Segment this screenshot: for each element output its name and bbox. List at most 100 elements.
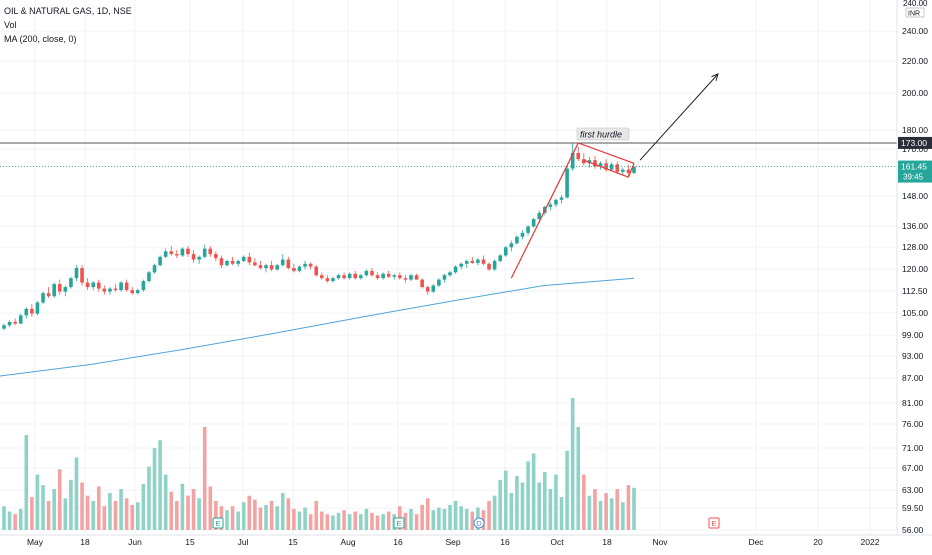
candle <box>136 288 140 295</box>
candle <box>492 259 497 271</box>
volume-bar <box>448 504 452 530</box>
volume-bar <box>80 482 84 530</box>
volume-bar <box>587 495 592 530</box>
candle-body <box>381 273 385 279</box>
price-tick-label: 105.00 <box>902 308 928 318</box>
volume-bar <box>74 457 79 530</box>
candle <box>481 255 486 266</box>
countdown-label: 39:45 <box>903 173 924 182</box>
event-marker-letter: D <box>476 519 482 528</box>
candle-body <box>621 169 625 172</box>
candle-body <box>537 212 542 220</box>
volume-bar <box>308 514 313 530</box>
volume-bar <box>236 511 240 530</box>
candle-body <box>197 256 201 260</box>
candle-body <box>52 284 56 297</box>
candle <box>85 278 90 291</box>
candle-body <box>570 152 575 169</box>
symbol-label[interactable]: OIL & NATURAL GAS, 1D, NSE <box>4 6 132 16</box>
candle-body <box>448 272 452 276</box>
candle <box>303 260 307 270</box>
time-tick-label: 2022 <box>861 537 880 547</box>
volume-bar <box>96 486 101 530</box>
volume-bar <box>297 511 302 530</box>
volume-bar <box>241 502 246 530</box>
time-tick-label: Sep <box>445 537 460 547</box>
time-tick-label: 18 <box>602 537 612 547</box>
candle-body <box>57 284 62 292</box>
candle-body <box>470 260 475 263</box>
volume-bar <box>520 482 525 530</box>
volume-bar <box>269 500 274 530</box>
candle-body <box>375 275 380 279</box>
candle-body <box>331 278 335 282</box>
volume-bar <box>403 512 408 530</box>
event-marker: D <box>473 517 485 529</box>
time-tick-label: 20 <box>813 537 823 547</box>
candle-body <box>531 219 536 227</box>
candle-body <box>258 265 263 269</box>
candle-body <box>554 199 558 205</box>
candle-body <box>219 258 224 266</box>
candle-body <box>292 268 296 271</box>
candle <box>119 281 123 292</box>
first-hurdle-box <box>576 127 630 141</box>
candle <box>7 320 12 327</box>
candle <box>559 195 564 204</box>
volume-bar <box>453 500 458 530</box>
volume-bar <box>420 504 424 530</box>
flag-upper-line <box>578 142 635 164</box>
ma-label[interactable]: MA (200, close, 0) <box>4 34 77 44</box>
candle <box>498 254 502 263</box>
candle-body <box>241 256 246 261</box>
volume-label[interactable]: Vol <box>4 20 17 30</box>
candle-body <box>598 163 603 167</box>
candle-body <box>80 268 84 283</box>
volume-bar <box>63 498 68 530</box>
time-tick-label: Jun <box>128 537 142 547</box>
candle <box>152 263 157 274</box>
candle-body <box>593 160 597 167</box>
candle <box>197 255 201 264</box>
volume-bar <box>85 495 90 530</box>
volume-bar <box>35 474 40 530</box>
candle-body <box>130 290 135 294</box>
time-tick-label: Aug <box>340 537 355 547</box>
candle <box>230 256 235 266</box>
time-tick-label: 15 <box>288 537 298 547</box>
candle <box>163 248 168 259</box>
candle-body <box>119 282 123 291</box>
price-tick-label: 180.00 <box>902 125 928 135</box>
candle <box>18 313 23 325</box>
candle <box>225 259 229 267</box>
candle-body <box>565 168 569 198</box>
candle <box>297 265 302 273</box>
candle <box>113 284 118 292</box>
volume-bar <box>102 506 107 530</box>
candle-body <box>303 263 307 267</box>
grid-lines <box>0 0 897 535</box>
candle <box>41 291 45 305</box>
volume-bar <box>515 475 519 530</box>
candle <box>515 235 519 245</box>
candle <box>386 270 391 279</box>
candle <box>2 323 6 331</box>
volume-bar <box>253 499 257 530</box>
volume-bar <box>621 502 625 530</box>
candle-body <box>347 273 352 279</box>
candle-body <box>476 259 480 263</box>
price-tick-label: 76.00 <box>902 419 924 429</box>
volume-bar <box>52 489 56 530</box>
volume-bar <box>359 514 363 530</box>
price-tick-label: 200.00 <box>902 88 928 98</box>
time-tick-label: 15 <box>185 537 195 547</box>
candle <box>565 165 569 199</box>
volume-bar <box>108 493 112 530</box>
candle-body <box>453 266 458 273</box>
dividend-marker-circle <box>473 517 485 529</box>
time-tick-label: Jul <box>238 537 249 547</box>
volume-bar <box>163 474 168 530</box>
